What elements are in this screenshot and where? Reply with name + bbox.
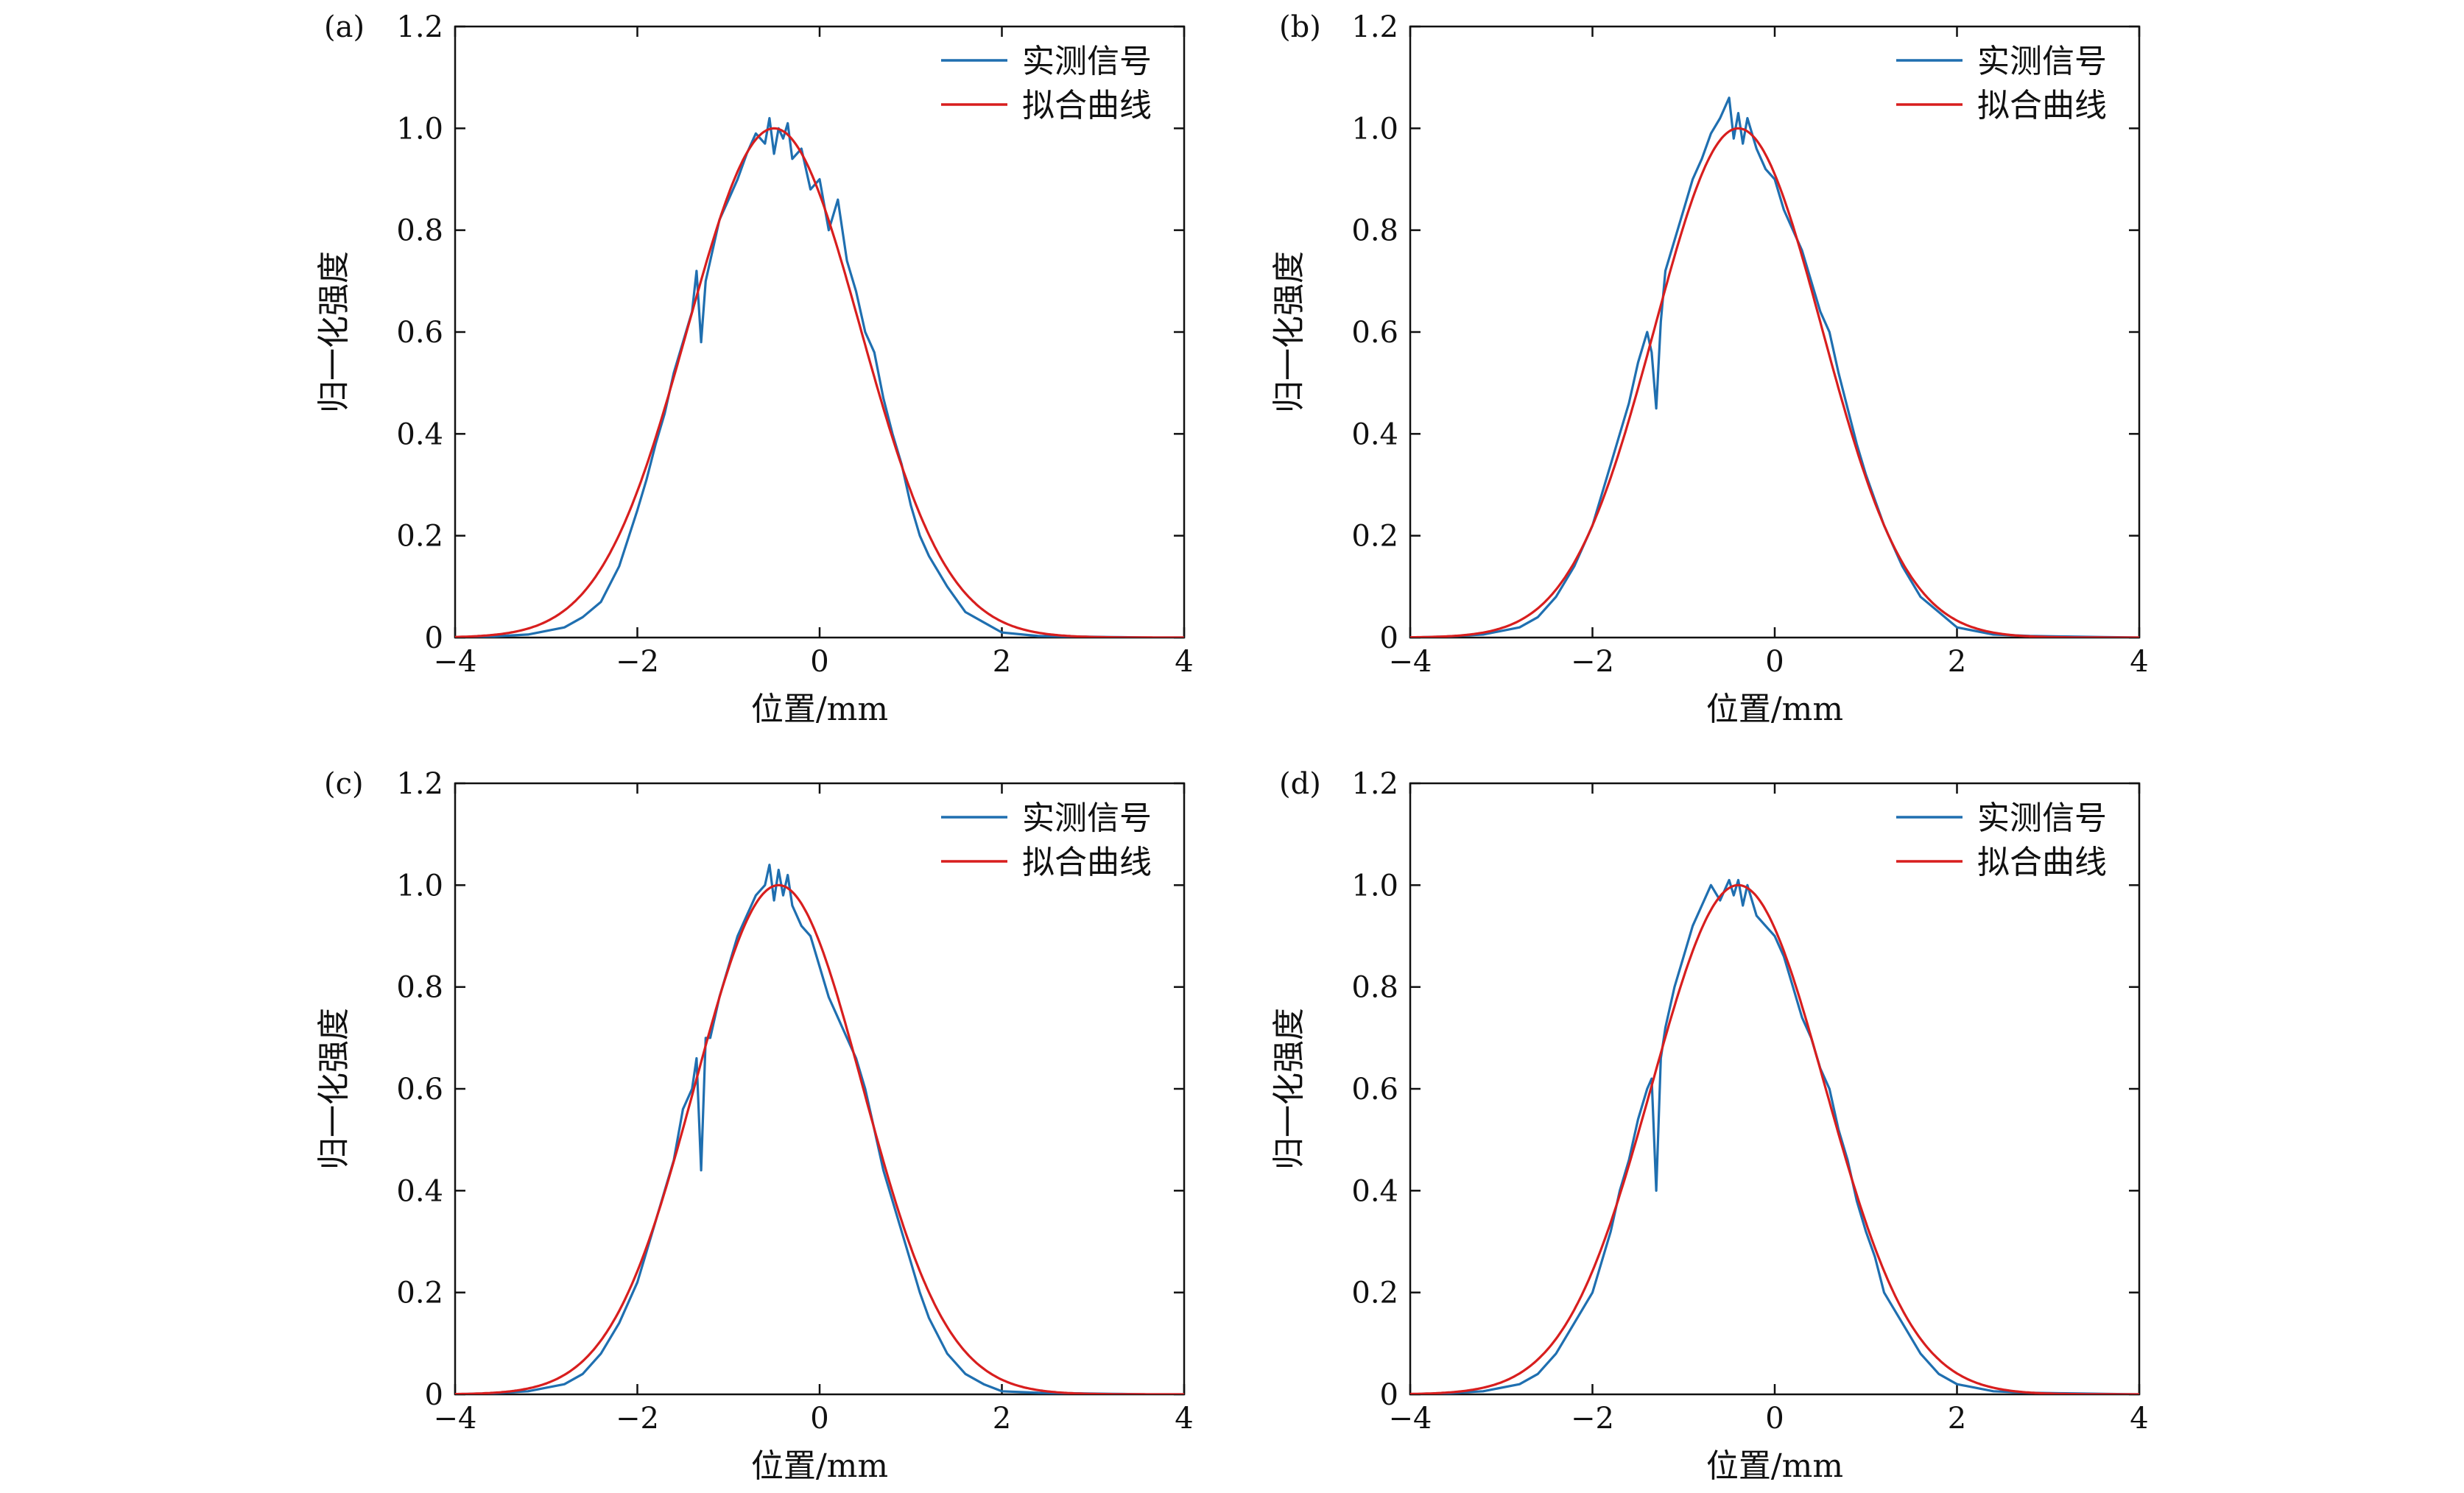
y-tick-label: 0.4 bbox=[1351, 1174, 1398, 1208]
legend-entry-fit: 拟合曲线 bbox=[1977, 87, 2107, 124]
x-tick-label: 4 bbox=[2130, 1402, 2148, 1436]
x-tick-label: 2 bbox=[993, 1402, 1011, 1436]
legend-entry-measured: 实测信号 bbox=[1022, 800, 1152, 837]
x-tick-label: 4 bbox=[1175, 1402, 1193, 1436]
y-tick-label: 1.0 bbox=[1351, 869, 1398, 903]
y-tick-label: 1.2 bbox=[396, 767, 443, 801]
x-tick-label: −2 bbox=[1571, 645, 1614, 679]
y-tick-label: 0.2 bbox=[396, 1277, 443, 1310]
x-tick-label: 0 bbox=[810, 1402, 828, 1436]
y-tick-label: 1.2 bbox=[1351, 10, 1398, 44]
y-tick-label: 0.8 bbox=[396, 971, 443, 1005]
y-tick-label: 1.2 bbox=[1351, 767, 1398, 801]
x-tick-label: 2 bbox=[1948, 1402, 1966, 1436]
panel-label: (c) bbox=[324, 767, 364, 801]
chart-panel-3: −4 −2 0 2 4 0 0.2 0.4 0.6 0.8 1.0 1.2 (c) 位置/mm 归一化强度 实… bbox=[315, 767, 1194, 1485]
legend-entry-fit: 拟合曲线 bbox=[1977, 844, 2107, 881]
series-line-fit bbox=[455, 127, 1184, 638]
panel-label: (a) bbox=[324, 10, 365, 44]
x-tick-label: 4 bbox=[1175, 645, 1193, 679]
series-line-measured bbox=[455, 116, 1184, 638]
x-axis-label: 位置/mm bbox=[1706, 691, 1843, 728]
y-tick-label: 0.6 bbox=[396, 1073, 443, 1106]
x-tick-label: −4 bbox=[434, 645, 477, 679]
x-axis-label: 位置/mm bbox=[751, 691, 888, 728]
y-tick-label: 0.8 bbox=[1351, 214, 1398, 248]
y-tick-label: 0.4 bbox=[396, 417, 443, 451]
series-line-fit bbox=[455, 883, 1184, 1394]
legend-entry-fit: 拟合曲线 bbox=[1022, 844, 1152, 881]
x-axis-label: 位置/mm bbox=[1706, 1447, 1843, 1485]
y-axis-label: 归一化强度 bbox=[315, 1008, 353, 1170]
x-tick-label: 0 bbox=[1765, 1402, 1784, 1436]
x-tick-label: 4 bbox=[2130, 645, 2148, 679]
y-axis-label: 归一化强度 bbox=[315, 251, 353, 413]
x-tick-label: −4 bbox=[1389, 645, 1432, 679]
chart-panel-1: −4 −2 0 2 4 0 0.2 0.4 0.6 0.8 1.0 1.2 (a) 位置/mm 归一化强度 实… bbox=[315, 10, 1194, 728]
y-tick-label: 1.0 bbox=[396, 112, 443, 146]
y-tick-label: 0 bbox=[425, 621, 443, 655]
legend-entry-measured: 实测信号 bbox=[1977, 43, 2107, 80]
y-tick-label: 0.8 bbox=[396, 214, 443, 248]
series-line-measured bbox=[1410, 878, 2139, 1394]
x-tick-label: −2 bbox=[1571, 1402, 1614, 1436]
panel-label: (d) bbox=[1279, 767, 1321, 801]
y-tick-label: 1.2 bbox=[396, 10, 443, 44]
legend-entry-measured: 实测信号 bbox=[1977, 800, 2107, 837]
y-tick-label: 0 bbox=[425, 1378, 443, 1412]
y-tick-label: 0.4 bbox=[396, 1174, 443, 1208]
y-tick-label: 0.6 bbox=[1351, 316, 1398, 350]
x-tick-label: −2 bbox=[616, 1402, 659, 1436]
x-tick-label: 2 bbox=[993, 645, 1011, 679]
chart-panel-2: −4 −2 0 2 4 0 0.2 0.4 0.6 0.8 1.0 1.2 (b) 位置/mm 归一化强度 实… bbox=[1270, 10, 2149, 728]
x-tick-label: 2 bbox=[1948, 645, 1966, 679]
legend-entry-fit: 拟合曲线 bbox=[1022, 87, 1152, 124]
y-tick-label: 0.2 bbox=[396, 520, 443, 554]
x-tick-label: −4 bbox=[434, 1402, 477, 1436]
x-tick-label: −4 bbox=[1389, 1402, 1432, 1436]
y-tick-label: 0 bbox=[1380, 621, 1398, 655]
series-line-measured bbox=[1410, 96, 2139, 638]
series-line-fit bbox=[1410, 127, 2139, 638]
x-axis-label: 位置/mm bbox=[751, 1447, 888, 1485]
series-line-fit bbox=[1410, 883, 2139, 1394]
y-tick-label: 1.0 bbox=[396, 869, 443, 903]
panel-label: (b) bbox=[1279, 10, 1321, 44]
y-tick-label: 0.2 bbox=[1351, 520, 1398, 554]
y-tick-label: 0 bbox=[1380, 1378, 1398, 1412]
chart-panel-4: −4 −2 0 2 4 0 0.2 0.4 0.6 0.8 1.0 1.2 (d) 位置/mm 归一化强度 实… bbox=[1270, 767, 2149, 1485]
legend-entry-measured: 实测信号 bbox=[1022, 43, 1152, 80]
y-axis-label: 归一化强度 bbox=[1270, 1008, 1308, 1170]
x-tick-label: −2 bbox=[616, 645, 659, 679]
y-tick-label: 1.0 bbox=[1351, 112, 1398, 146]
y-tick-label: 0.2 bbox=[1351, 1277, 1398, 1310]
y-axis-label: 归一化强度 bbox=[1270, 251, 1308, 413]
y-tick-label: 0.8 bbox=[1351, 971, 1398, 1005]
y-tick-label: 0.6 bbox=[396, 316, 443, 350]
y-tick-label: 0.4 bbox=[1351, 417, 1398, 451]
x-tick-label: 0 bbox=[1765, 645, 1784, 679]
x-tick-label: 0 bbox=[810, 645, 828, 679]
y-tick-label: 0.6 bbox=[1351, 1073, 1398, 1106]
